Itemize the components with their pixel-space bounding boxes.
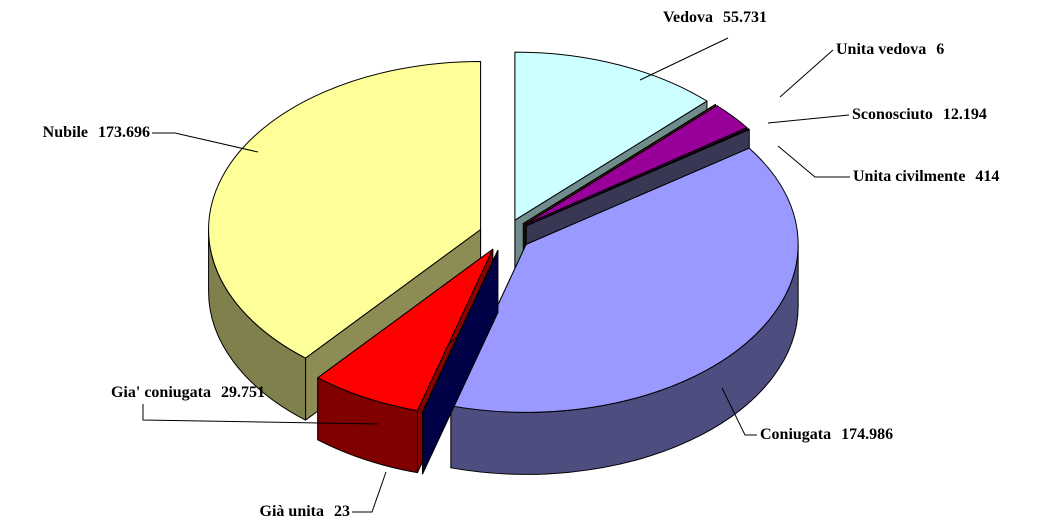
slice-value: 414 [975, 168, 999, 185]
slice [317, 248, 494, 412]
slice [421, 249, 499, 413]
leader-line [152, 132, 259, 153]
slice-name: Nubile [43, 124, 88, 141]
slice [208, 60, 482, 359]
slice-name: Sconosciuto [852, 106, 933, 123]
slice-label: Unita civilmente 414 [853, 168, 999, 185]
leader-line [779, 49, 834, 98]
slice-value: 12.194 [943, 106, 987, 123]
slice-label: Sconosciuto 12.194 [852, 106, 987, 123]
leader-line [767, 114, 850, 124]
leader-line [777, 145, 850, 178]
slice-label: Vedova 55.731 [663, 9, 767, 26]
slice-value: 23 [334, 503, 350, 520]
slice-label: Unita vedova 6 [836, 41, 944, 58]
leader-line [352, 471, 387, 513]
slice-value: 55.731 [723, 9, 767, 26]
slices [208, 51, 799, 475]
leader-line [639, 37, 729, 81]
leader-line [142, 404, 379, 425]
leader-line [721, 387, 757, 436]
slice [525, 128, 750, 227]
labels: Vedova 55.731 Unita vedova 6 Sconosciuto 12.1… [43, 9, 1000, 520]
slice-name: Unita civilmente [853, 168, 965, 185]
slice-name: Gia' coniugata [111, 384, 211, 401]
slice [514, 51, 708, 221]
slice [524, 105, 748, 226]
slice-label: Coniugata 174.986 [760, 426, 893, 443]
slice-name: Unita vedova [836, 41, 926, 58]
slice-name: Coniugata [760, 426, 831, 443]
slice-label: Già unita 23 [260, 503, 350, 520]
slice-value: 29.751 [221, 384, 265, 401]
slice [522, 104, 716, 225]
slice-value: 174.986 [841, 426, 893, 443]
slice [450, 147, 799, 413]
slice-name: Già unita [260, 503, 324, 520]
slice-value: 173.696 [98, 124, 150, 141]
slice-label: Gia' coniugata 29.751 [111, 384, 265, 401]
slice-label: Nubile 173.696 [43, 124, 150, 141]
slice-name: Vedova [663, 9, 713, 26]
slice-value: 6 [936, 41, 944, 58]
